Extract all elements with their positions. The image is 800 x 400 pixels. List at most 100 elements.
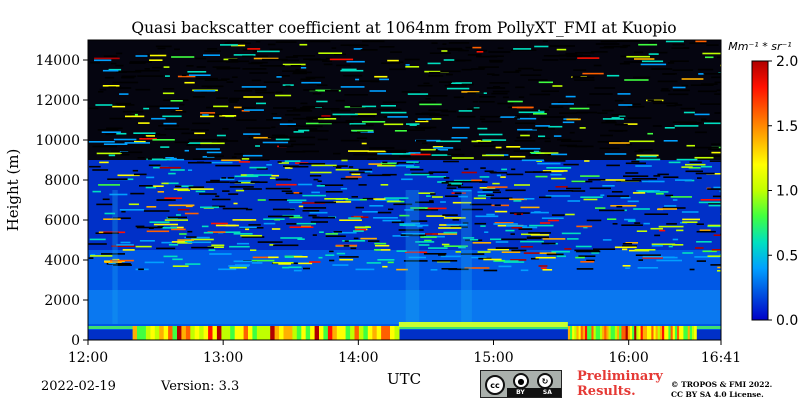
noise-streak bbox=[482, 154, 504, 157]
surface-layer-cell bbox=[672, 326, 676, 340]
noise-streak bbox=[216, 67, 230, 70]
noise-streak bbox=[299, 163, 326, 165]
surface-layer-cell bbox=[181, 326, 187, 340]
noise-streak bbox=[129, 62, 146, 64]
noise-streak bbox=[714, 93, 721, 95]
surface-layer-cell bbox=[621, 326, 625, 340]
noise-streak bbox=[433, 147, 454, 149]
noise-streak bbox=[538, 81, 553, 84]
noise-streak bbox=[682, 252, 694, 254]
noise-streak bbox=[627, 200, 639, 203]
noise-streak bbox=[284, 256, 294, 258]
noise-streak bbox=[682, 221, 698, 223]
noise-streak bbox=[156, 247, 176, 250]
noise-streak bbox=[458, 110, 473, 112]
noise-streak bbox=[391, 221, 405, 224]
noise-streak bbox=[681, 211, 699, 213]
noise-streak bbox=[624, 218, 636, 221]
y-tick-label: 0 bbox=[71, 333, 80, 349]
noise-streak bbox=[236, 242, 250, 245]
noise-streak bbox=[432, 233, 458, 235]
noise-streak bbox=[442, 43, 447, 45]
surface-layer-cell bbox=[372, 326, 378, 340]
noise-streak bbox=[288, 120, 293, 122]
noise-streak bbox=[455, 251, 461, 253]
surface-layer-cell bbox=[694, 326, 697, 340]
noise-streak bbox=[625, 242, 638, 244]
noise-streak bbox=[356, 137, 368, 139]
noise-streak bbox=[614, 246, 637, 249]
noise-streak bbox=[191, 129, 209, 131]
noise-streak bbox=[300, 67, 307, 69]
noise-streak bbox=[113, 138, 137, 141]
noise-streak bbox=[707, 224, 721, 227]
noise-streak bbox=[222, 207, 248, 210]
noise-streak bbox=[574, 79, 595, 81]
noise-streak bbox=[526, 237, 542, 240]
noise-streak bbox=[688, 167, 701, 169]
noise-streak bbox=[298, 129, 310, 132]
noise-streak bbox=[163, 66, 170, 68]
noise-streak bbox=[720, 64, 721, 67]
noise-streak bbox=[644, 213, 669, 215]
noise-streak bbox=[473, 145, 496, 147]
noise-streak bbox=[489, 171, 497, 174]
noise-streak bbox=[311, 164, 337, 167]
noise-streak bbox=[216, 134, 226, 137]
noise-streak bbox=[425, 98, 431, 100]
noise-streak bbox=[509, 198, 527, 201]
noise-streak bbox=[472, 101, 479, 103]
noise-streak bbox=[489, 61, 503, 63]
noise-streak bbox=[415, 113, 440, 115]
noise-streak bbox=[361, 142, 367, 145]
noise-streak bbox=[358, 184, 367, 186]
noise-streak bbox=[565, 213, 575, 216]
noise-streak bbox=[349, 166, 354, 168]
noise-streak bbox=[257, 199, 266, 201]
noise-streak bbox=[285, 85, 291, 88]
noise-streak bbox=[551, 250, 570, 253]
noise-streak bbox=[316, 84, 328, 86]
share-alike-icon: ↻ bbox=[537, 373, 553, 389]
noise-streak bbox=[341, 68, 357, 71]
noise-streak bbox=[575, 256, 585, 259]
noise-streak bbox=[268, 199, 289, 201]
noise-streak bbox=[536, 126, 556, 128]
noise-streak bbox=[465, 46, 475, 49]
noise-streak bbox=[471, 140, 492, 143]
noise-streak bbox=[671, 47, 690, 49]
noise-streak bbox=[529, 151, 541, 154]
noise-streak bbox=[331, 109, 351, 112]
noise-streak bbox=[305, 40, 331, 43]
noise-streak bbox=[573, 69, 587, 71]
noise-streak bbox=[291, 143, 315, 146]
noise-streak bbox=[611, 191, 623, 193]
noise-streak bbox=[491, 92, 508, 95]
noise-streak bbox=[164, 219, 188, 221]
noise-streak bbox=[664, 127, 675, 129]
noise-streak bbox=[496, 174, 501, 177]
noise-streak bbox=[717, 56, 721, 59]
noise-streak bbox=[624, 79, 649, 81]
surface-layer-cell bbox=[310, 326, 316, 340]
noise-streak bbox=[151, 117, 166, 120]
noise-streak bbox=[665, 194, 674, 197]
noise-streak bbox=[505, 229, 515, 232]
noise-streak bbox=[464, 267, 490, 269]
date-label: 2022-02-19 bbox=[41, 379, 116, 394]
badge-by: BY bbox=[516, 389, 525, 396]
noise-streak bbox=[325, 235, 346, 237]
noise-streak bbox=[575, 245, 592, 248]
noise-streak bbox=[420, 236, 437, 238]
noise-streak bbox=[176, 214, 181, 216]
noise-streak bbox=[539, 252, 557, 254]
noise-streak bbox=[461, 83, 474, 86]
noise-streak bbox=[454, 148, 461, 151]
surface-layer-cell bbox=[644, 326, 648, 340]
noise-streak bbox=[442, 214, 458, 216]
noise-streak bbox=[617, 40, 641, 42]
noise-streak bbox=[174, 48, 180, 51]
noise-streak bbox=[108, 154, 116, 157]
noise-streak bbox=[413, 233, 438, 235]
noise-streak bbox=[135, 88, 151, 91]
